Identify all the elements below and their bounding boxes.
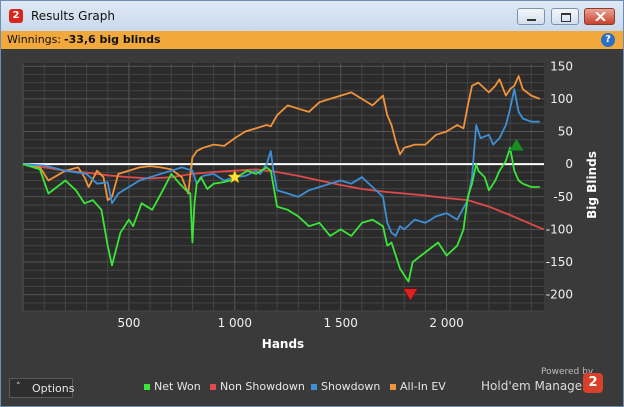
title-bar[interactable]: 2 Results Graph	[1, 1, 623, 31]
series-layer	[22, 75, 545, 283]
options-label: Options	[32, 382, 75, 395]
y-tick-label: -100	[546, 222, 573, 236]
x-tick-label: 1 500	[324, 316, 358, 330]
app-logo-icon: 2	[9, 9, 23, 23]
high-point-marker	[509, 138, 524, 151]
y-tick-label: 150	[550, 59, 573, 73]
minimize-button[interactable]	[517, 8, 545, 25]
y-tick-label: 100	[550, 92, 573, 106]
x-axis-label: Hands	[262, 337, 304, 351]
x-tick-label: 2 000	[429, 316, 463, 330]
winnings-value: -33,6 big blinds	[64, 33, 161, 46]
series-line-non-showdown	[22, 163, 545, 231]
close-button[interactable]	[584, 8, 615, 25]
powered-by-text: Powered by	[541, 367, 594, 377]
options-button[interactable]: ˄ Options	[9, 378, 75, 398]
legend-label: Net Won	[154, 380, 201, 393]
best-point-star-marker	[227, 169, 243, 184]
product-name: Hold'em Manager	[481, 379, 588, 393]
x-tick-labels: 500 1 000 1 500 2 000	[117, 316, 463, 330]
window-title: Results Graph	[31, 9, 115, 23]
series-line-net-won	[22, 146, 540, 283]
x-tick-label: 500	[117, 316, 140, 330]
x-tick-label: 1 000	[218, 316, 252, 330]
legend-swatch	[390, 384, 396, 390]
branding: Powered by Hold'em Manager 2	[481, 367, 606, 397]
winnings-bar: Winnings: -33,6 big blinds ?	[1, 31, 623, 49]
series-line-showdown	[22, 88, 540, 237]
y-tick-label: -150	[546, 255, 573, 269]
marker-layer	[227, 138, 524, 302]
close-icon	[595, 12, 606, 21]
y-tick-label: -200	[546, 288, 573, 302]
y-tick-label: 50	[558, 125, 573, 139]
y-tick-label: 0	[565, 157, 573, 171]
y-axis-label: Big Blinds	[585, 151, 599, 219]
legend-label: All-In EV	[400, 380, 446, 393]
legend-swatch	[210, 384, 216, 390]
help-icon[interactable]: ?	[601, 33, 615, 47]
low-point-marker	[403, 288, 419, 302]
maximize-button[interactable]	[551, 8, 579, 25]
winnings-label: Winnings:	[7, 33, 62, 46]
plot-background	[23, 63, 544, 311]
legend-swatch	[311, 384, 317, 390]
chevron-up-icon: ˄	[16, 382, 21, 392]
y-tick-labels: 150 100 50 0 -50 -100 -150 -200	[546, 59, 573, 301]
series-line-all-in-ev	[22, 75, 541, 202]
holdem-manager-logo-icon: 2	[583, 373, 603, 393]
legend-swatch	[144, 384, 150, 390]
legend-label: Showdown	[321, 380, 381, 393]
legend-label: Non Showdown	[220, 380, 305, 393]
y-tick-label: -50	[553, 190, 573, 204]
